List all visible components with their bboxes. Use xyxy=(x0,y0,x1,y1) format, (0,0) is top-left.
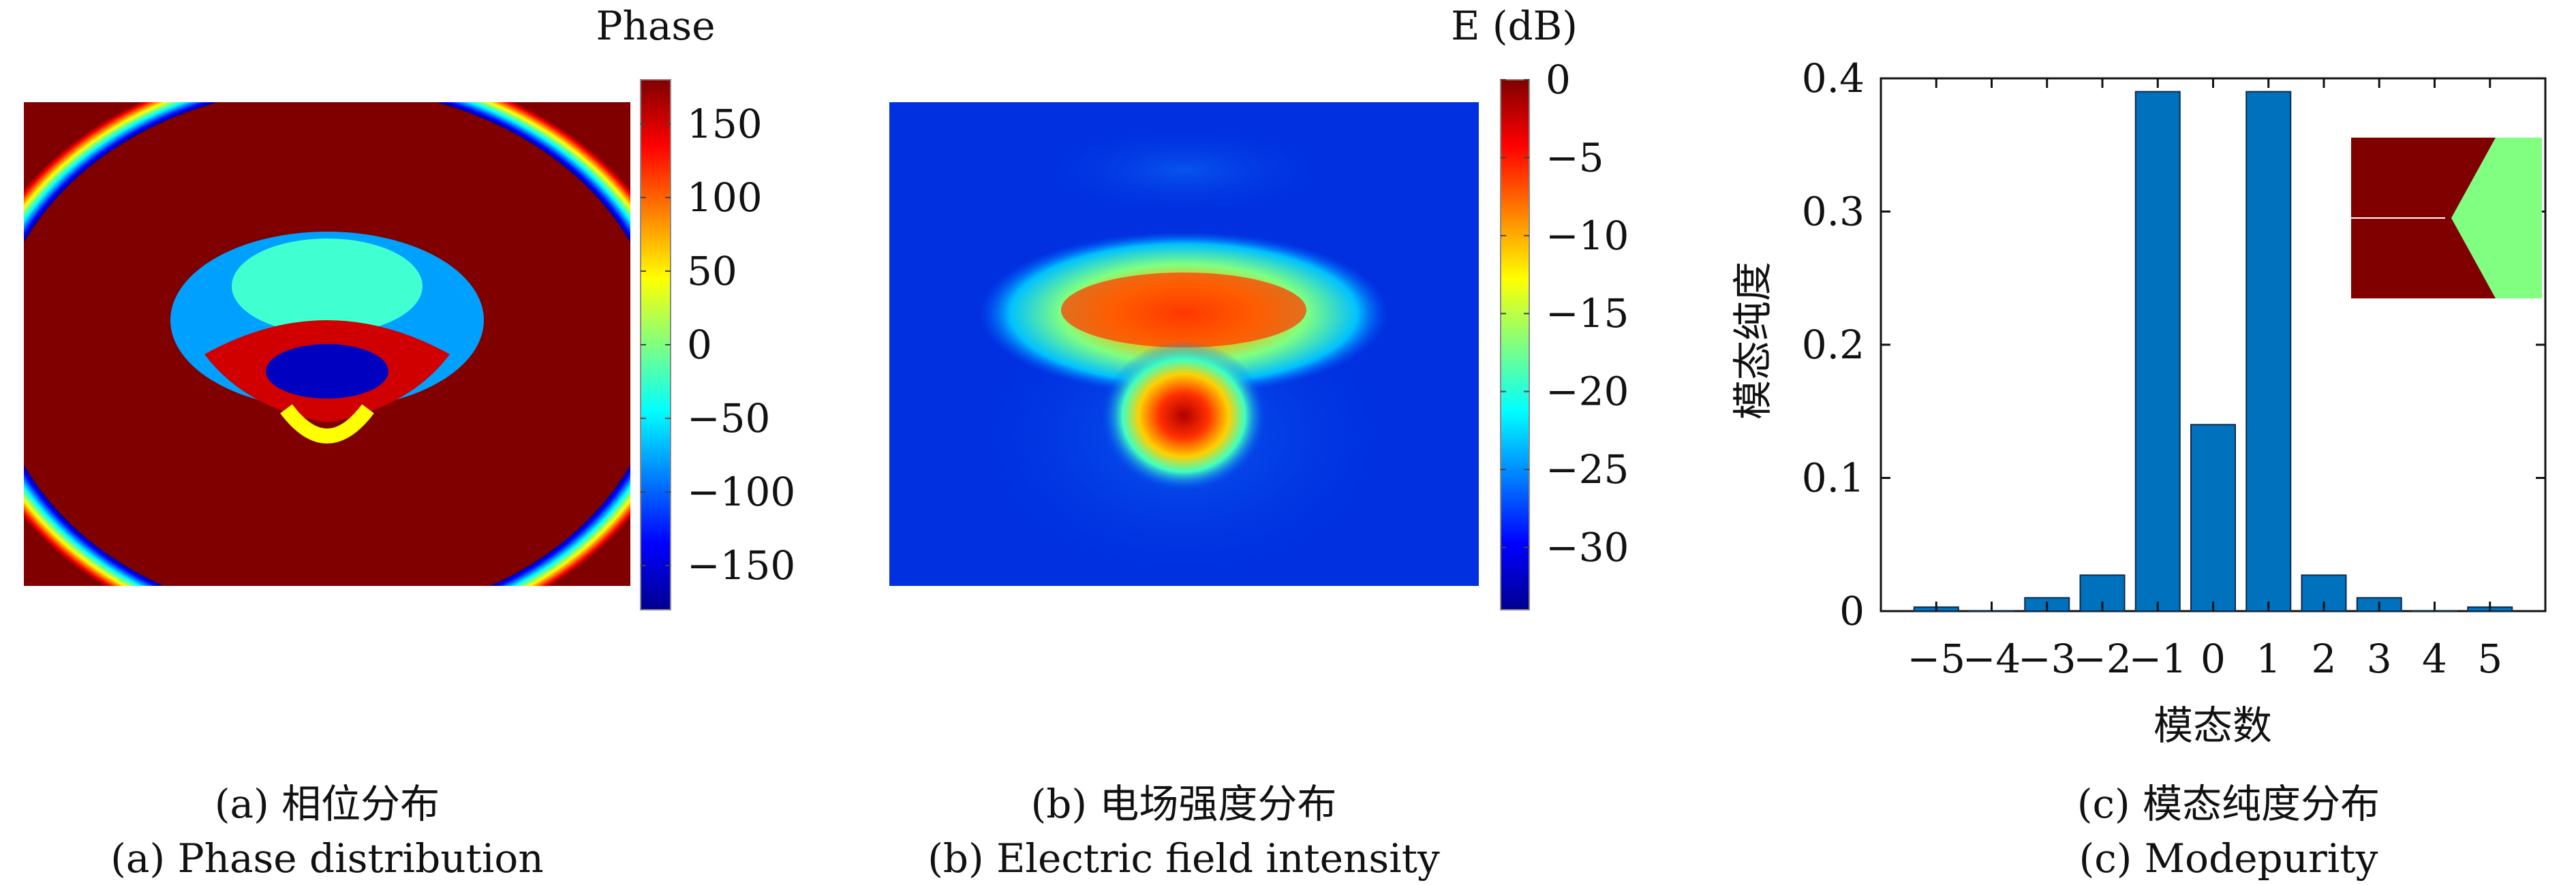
x-ticks: −5−4−3−2−1 0 1 2 3 4 5 xyxy=(1907,78,2502,682)
field-colorbar-title: E (dB) xyxy=(1451,3,1578,49)
x-tick-label: 1 xyxy=(2256,636,2281,682)
field-map xyxy=(889,102,1479,586)
bar-chart: 00.10.20.30.4 −5−4−3−2−1 0 1 2 3 4 5 模态数 模态纯度 xyxy=(1730,55,2547,749)
y-tick-label: 0.1 xyxy=(1802,455,1865,501)
x-tick-label: −3 xyxy=(2018,636,2076,682)
phase-colorbar-tick-label: 150 xyxy=(687,101,763,147)
y-axis-label: 模态纯度 xyxy=(1730,262,1776,420)
phase-colorbar-ticks: 150 100 50 0 −50 −100 −150 xyxy=(641,101,795,589)
field-colorbar-tick-label: 0 xyxy=(1546,57,1571,103)
inset-dark-top xyxy=(2351,138,2447,217)
field-colorbar-tick-label: −25 xyxy=(1546,446,1629,493)
y-ticks: 0 0.1 0.2 0.3 0.4 xyxy=(1802,55,2545,634)
y-tick-label: 0.2 xyxy=(1802,322,1865,368)
phase-map xyxy=(24,102,630,586)
x-axis-label: 模态数 xyxy=(2153,702,2272,749)
field-colorbar-tick-label: −20 xyxy=(1546,369,1629,415)
field-colorbar-tick-label: −30 xyxy=(1546,524,1629,570)
phase-colorbar-tick-label: −100 xyxy=(687,469,795,515)
bar-mode-0 xyxy=(2190,424,2236,612)
phase-colorbar-tick-label: −50 xyxy=(687,395,770,441)
caption-a-en: (a) Phase distribution xyxy=(110,835,543,882)
inset-dark-bottom xyxy=(2351,219,2447,298)
x-tick-label: 2 xyxy=(2312,636,2337,682)
inset-dark-wedge xyxy=(2445,138,2496,298)
caption-b-cn: (b) 电场强度分布 xyxy=(1031,781,1337,827)
y-tick-label: 0.4 xyxy=(1802,55,1865,102)
x-tick-label: −2 xyxy=(2073,636,2132,682)
bar-mode--1 xyxy=(2134,91,2181,612)
x-tick-label: 3 xyxy=(2367,636,2392,682)
caption-c-en: (c) Modepurity xyxy=(2079,835,2378,882)
x-tick-label: −1 xyxy=(2129,636,2188,682)
x-tick-label: −5 xyxy=(1907,636,1966,682)
caption-c-cn: (c) 模态纯度分布 xyxy=(2077,781,2380,827)
y-tick-label: 0 xyxy=(1839,588,1865,634)
field-colorbar-tick-label: −10 xyxy=(1546,213,1629,259)
phase-colorbar-tick-label: −150 xyxy=(687,542,795,589)
phase-colorbar-tick-label: 50 xyxy=(687,248,737,294)
y-tick-label: 0.3 xyxy=(1802,189,1865,235)
phase-colorbar-title: Phase xyxy=(596,3,715,49)
field-colorbar-tick-label: −15 xyxy=(1546,290,1629,337)
field-colorbar-ticks: 0 −5 −10 −15 −20 −25 −30 xyxy=(1501,57,1629,570)
field-colorbar xyxy=(1500,79,1530,610)
x-tick-label: 5 xyxy=(2477,636,2502,682)
x-tick-label: 4 xyxy=(2422,636,2447,682)
x-tick-label: 0 xyxy=(2201,636,2226,682)
phase-colorbar-tick-label: 100 xyxy=(687,174,763,221)
bar-mode-1 xyxy=(2245,91,2292,612)
x-tick-label: −4 xyxy=(1963,636,2021,682)
inset-illustration xyxy=(2351,138,2542,298)
caption-b-en: (b) Electric field intensity xyxy=(927,835,1440,882)
caption-a-cn: (a) 相位分布 xyxy=(215,781,440,827)
field-colorbar-tick-label: −5 xyxy=(1546,134,1604,181)
phase-colorbar-tick-label: 0 xyxy=(687,322,712,368)
